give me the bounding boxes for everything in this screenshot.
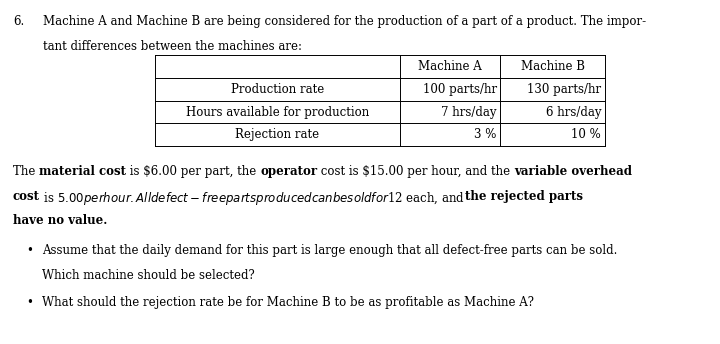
- Text: cost is $15.00 per hour, and the: cost is $15.00 per hour, and the: [318, 165, 514, 178]
- Text: Hours available for production: Hours available for production: [186, 106, 369, 119]
- Text: variable overhead: variable overhead: [514, 165, 632, 178]
- Text: Machine A: Machine A: [418, 60, 482, 73]
- Text: operator: operator: [260, 165, 318, 178]
- Text: is $5.00 per hour. All defect-free parts produced can be sold for $12 each, and: is $5.00 per hour. All defect-free parts…: [40, 190, 465, 207]
- Text: Machine A and Machine B are being considered for the production of a part of a p: Machine A and Machine B are being consid…: [43, 15, 647, 29]
- Text: Rejection rate: Rejection rate: [235, 128, 319, 141]
- Text: Assume that the daily demand for this part is large enough that all defect-free : Assume that the daily demand for this pa…: [42, 244, 617, 257]
- Text: 3 %: 3 %: [474, 128, 497, 141]
- Text: tant differences between the machines are:: tant differences between the machines ar…: [43, 40, 302, 53]
- Text: 7 hrs/day: 7 hrs/day: [441, 106, 497, 119]
- Text: 100 parts/hr: 100 parts/hr: [423, 83, 497, 96]
- Text: Machine B: Machine B: [521, 60, 585, 73]
- Text: The: The: [13, 165, 39, 178]
- Text: Production rate: Production rate: [230, 83, 324, 96]
- Text: What should the rejection rate be for Machine B to be as profitable as Machine A: What should the rejection rate be for Ma…: [42, 296, 534, 309]
- Text: the rejected parts: the rejected parts: [465, 190, 583, 203]
- Text: Which machine should be selected?: Which machine should be selected?: [42, 269, 254, 282]
- Text: 6 hrs/day: 6 hrs/day: [546, 106, 601, 119]
- Text: material cost: material cost: [39, 165, 126, 178]
- Text: 130 parts/hr: 130 parts/hr: [527, 83, 601, 96]
- Text: is $6.00 per part, the: is $6.00 per part, the: [126, 165, 260, 178]
- Text: cost: cost: [13, 190, 40, 203]
- Text: •: •: [26, 244, 33, 257]
- Text: •: •: [26, 296, 33, 309]
- Text: 6.: 6.: [13, 15, 24, 29]
- Text: have no value.: have no value.: [13, 214, 107, 227]
- Text: 10 %: 10 %: [572, 128, 601, 141]
